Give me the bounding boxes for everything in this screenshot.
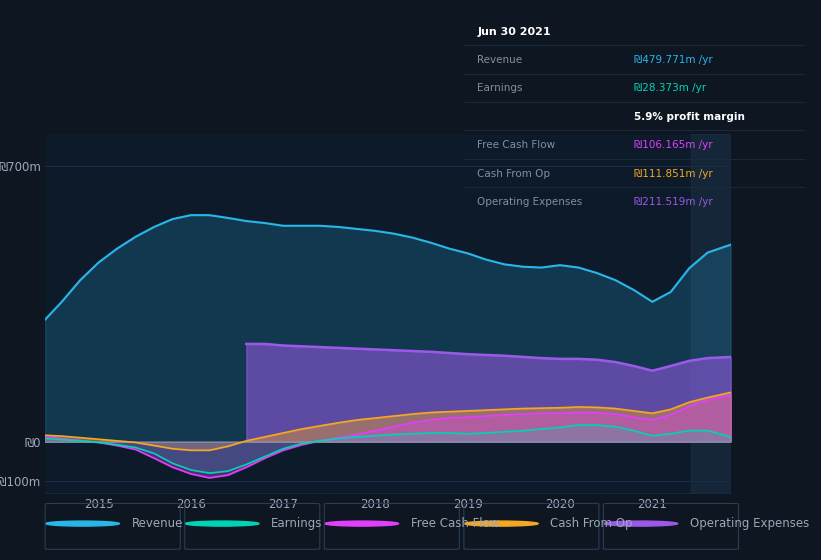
Circle shape [465,521,539,526]
Text: Earnings: Earnings [478,83,523,94]
Circle shape [186,521,259,526]
Text: Revenue: Revenue [131,517,183,530]
Text: ₪111.851m /yr: ₪111.851m /yr [635,169,713,179]
Text: Operating Expenses: Operating Expenses [690,517,810,530]
Text: Free Cash Flow: Free Cash Flow [410,517,499,530]
Text: ₪106.165m /yr: ₪106.165m /yr [635,140,713,150]
Text: Operating Expenses: Operating Expenses [478,197,583,207]
Text: Cash From Op: Cash From Op [478,169,551,179]
Text: 5.9% profit margin: 5.9% profit margin [635,112,745,122]
Circle shape [325,521,399,526]
Text: Cash From Op: Cash From Op [550,517,633,530]
Text: Revenue: Revenue [478,55,523,65]
Text: ₪28.373m /yr: ₪28.373m /yr [635,83,706,94]
Text: ₪211.519m /yr: ₪211.519m /yr [635,197,713,207]
Circle shape [46,521,120,526]
Text: Earnings: Earnings [272,517,323,530]
Circle shape [603,521,678,526]
Text: Free Cash Flow: Free Cash Flow [478,140,556,150]
Text: ₪479.771m /yr: ₪479.771m /yr [635,55,713,65]
Text: Jun 30 2021: Jun 30 2021 [478,26,551,36]
Bar [691,134,777,493]
